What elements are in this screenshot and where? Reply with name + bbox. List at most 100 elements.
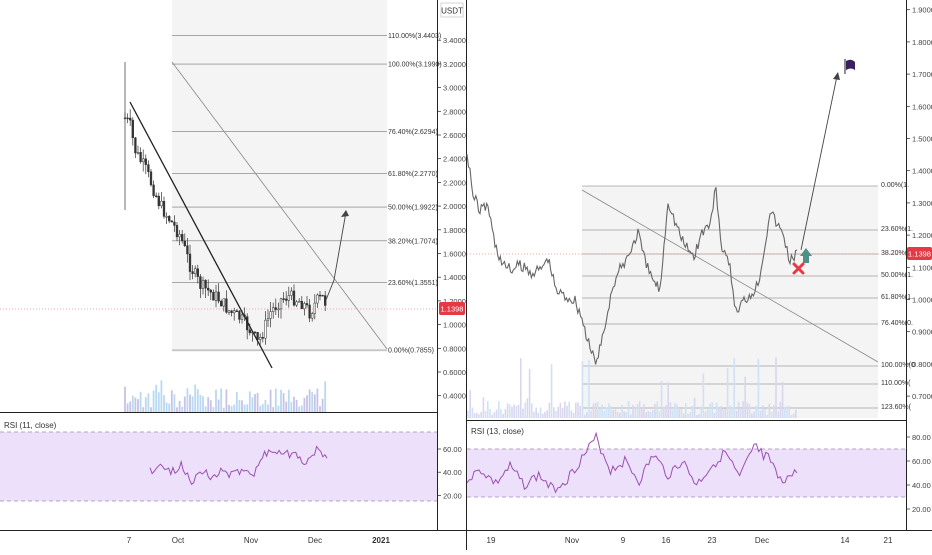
left-volume-bar	[233, 405, 235, 412]
left-price-tick-label: 0.8000	[443, 344, 466, 353]
right-volume-bar	[654, 404, 656, 418]
right-volume-bar	[727, 368, 729, 418]
left-volume-bar	[226, 389, 228, 412]
left-candle-body	[205, 280, 207, 288]
right-volume-bar	[634, 408, 636, 418]
left-time-label: Dec	[308, 536, 322, 545]
right-volume-bar	[599, 409, 601, 418]
left-candle-body	[176, 225, 178, 237]
left-candle-body	[137, 152, 139, 153]
right-volume-bar	[626, 412, 628, 418]
left-volume-bar	[298, 407, 300, 412]
right-volume-bar	[722, 409, 724, 418]
left-candle-body	[174, 222, 176, 225]
right-rsi-band	[467, 449, 906, 497]
left-candle-body	[166, 216, 168, 217]
right-price-tick-label: 0.7000	[912, 392, 932, 401]
right-volume-bar	[751, 414, 753, 418]
right-volume-bar	[773, 405, 775, 418]
left-volume-bar	[311, 392, 313, 412]
right-volume-bar	[509, 404, 511, 418]
left-volume-bar	[200, 395, 202, 412]
right-volume-bar	[483, 397, 485, 418]
right-time-label: Nov	[565, 536, 579, 545]
left-candle-body	[189, 254, 191, 272]
right-volume-bar	[584, 415, 586, 418]
left-chart: 110.00%(3.4403)100.00%(3.1990)76.40%(2.6…	[0, 0, 466, 545]
left-volume-bar	[148, 393, 150, 412]
left-candle-body	[135, 138, 137, 153]
right-volume-bar	[487, 401, 489, 418]
right-volume-bar	[762, 405, 764, 418]
left-candle-body	[304, 303, 306, 308]
right-volume-bar	[615, 409, 617, 418]
left-candle-body	[207, 288, 209, 290]
left-volume-bar	[137, 399, 139, 412]
left-volume-bar	[249, 391, 251, 412]
left-volume-bar	[278, 406, 280, 412]
left-volume-bar	[132, 396, 134, 412]
right-volume-bar	[777, 411, 779, 418]
right-fib-label: 50.00%(1.	[881, 272, 913, 279]
right-volume-bar	[705, 411, 707, 418]
right-volume-bar	[645, 412, 647, 418]
right-volume-bar	[744, 377, 746, 418]
left-candle-body	[249, 330, 251, 333]
left-volume-bar	[197, 389, 199, 412]
right-volume-bar	[617, 412, 619, 418]
right-volume-bar	[621, 405, 623, 418]
right-volume-bar	[498, 401, 500, 418]
right-fib-zone	[582, 186, 878, 418]
right-rsi-label: RSI (13, close)	[471, 427, 524, 436]
left-candle-body	[215, 292, 217, 300]
left-price-tick-label: 1.8000	[443, 226, 466, 235]
right-volume-bar	[775, 357, 777, 418]
right-fib-label: 100.00%(0	[881, 362, 915, 369]
right-volume-bar	[544, 412, 546, 418]
left-candle-body	[155, 196, 157, 197]
right-price-tick-label: 1.6000	[912, 102, 932, 111]
right-volume-bar	[540, 407, 542, 418]
left-candle-body	[132, 120, 134, 138]
right-volume-bar	[793, 413, 795, 418]
right-volume-bar	[513, 405, 515, 418]
right-last-price-badge: 1.1398	[908, 250, 931, 259]
left-price-tick-label: 1.4000	[443, 273, 466, 282]
right-volume-bar	[505, 409, 507, 418]
right-rsi-tick-label: 20.00	[912, 505, 931, 514]
right-chart: 0.00%(1.23.60%(1.38.20%(1.50.00%(1.61.80…	[467, 0, 932, 550]
right-volume-bar	[791, 415, 793, 418]
left-volume-bar	[246, 404, 248, 412]
right-volume-bar	[472, 407, 474, 418]
right-volume-bar	[527, 398, 529, 418]
right-volume-bar	[601, 405, 603, 418]
left-fib-zone	[172, 0, 387, 352]
left-volume-bar	[168, 404, 170, 412]
left-candle-body	[150, 172, 152, 185]
right-volume-bar	[467, 410, 469, 418]
right-time-label: 21	[884, 536, 893, 545]
right-volume-bar	[555, 411, 557, 418]
left-candle-body	[265, 320, 267, 338]
right-volume-bar	[786, 406, 788, 418]
right-volume-bar	[500, 409, 502, 418]
right-volume-bar	[672, 410, 674, 418]
left-candle-body	[231, 311, 233, 313]
right-volume-bar	[577, 402, 579, 418]
left-price-tick-label: 3.4000	[443, 36, 466, 45]
left-price-tick-label: 2.2000	[443, 178, 466, 187]
left-volume-bar	[223, 408, 225, 412]
right-volume-bar	[469, 390, 471, 418]
left-candle-body	[319, 295, 321, 296]
right-volume-bar	[663, 407, 665, 418]
left-candle-body	[270, 312, 272, 319]
right-volume-bar	[571, 410, 573, 418]
right-volume-bar	[582, 361, 584, 418]
right-volume-bar	[674, 403, 676, 418]
right-volume-bar	[718, 407, 720, 418]
right-volume-bar	[575, 403, 577, 418]
left-candle-body	[192, 272, 194, 274]
left-volume-bar	[319, 406, 321, 412]
left-volume-bar	[202, 396, 204, 412]
